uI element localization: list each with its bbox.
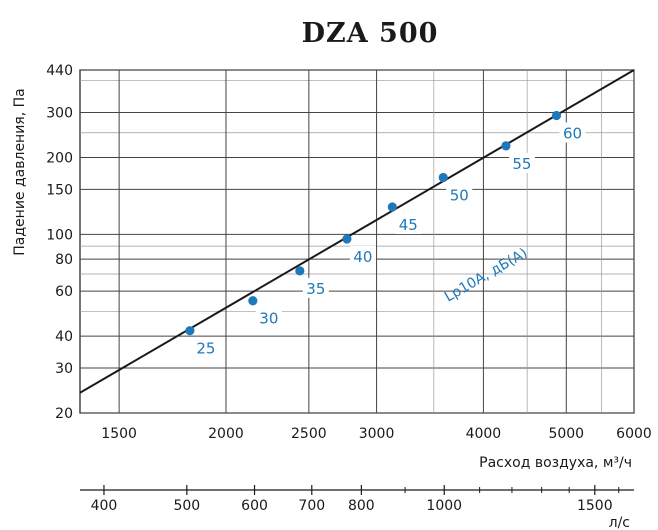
data-point bbox=[185, 326, 195, 336]
data-point bbox=[551, 110, 562, 121]
y-axis-ticks: 20 30 40 60 80 100 150 200 300 440 bbox=[46, 63, 73, 422]
point-label: 55 bbox=[512, 155, 531, 173]
point-label-bg bbox=[508, 152, 535, 173]
y-tick-label: 150 bbox=[46, 182, 73, 198]
data-point bbox=[248, 296, 258, 306]
data-point bbox=[295, 266, 305, 276]
y-tick-label: 80 bbox=[55, 252, 73, 268]
x-tick-label: 6000 bbox=[616, 426, 652, 442]
x-axis-ticks: 1500 2000 2500 3000 4000 5000 6000 bbox=[101, 426, 652, 442]
y-tick-label: 300 bbox=[46, 105, 73, 121]
point-label-bg bbox=[192, 337, 219, 358]
secondary-tick-label: 700 bbox=[298, 498, 325, 514]
point-label-bg bbox=[302, 277, 329, 298]
grid bbox=[79, 69, 635, 414]
x-tick-label: 5000 bbox=[548, 426, 584, 442]
y-axis-label: Падение давления, Па bbox=[12, 88, 28, 255]
point-label: 40 bbox=[353, 248, 372, 266]
point-label-bg bbox=[559, 122, 586, 143]
x-tick-label: 2000 bbox=[208, 426, 244, 442]
x-tick-label: 1500 bbox=[101, 426, 137, 442]
data-point bbox=[342, 234, 352, 244]
point-label-bg bbox=[446, 184, 473, 205]
point-label-bg bbox=[395, 214, 422, 235]
point-label: 60 bbox=[563, 124, 582, 142]
point-label: 30 bbox=[259, 310, 278, 328]
secondary-tick-label: 1000 bbox=[426, 498, 462, 514]
secondary-tick-label: 500 bbox=[173, 498, 200, 514]
data-point bbox=[387, 202, 397, 212]
chart-title: DZA 500 bbox=[302, 18, 439, 49]
y-tick-label: 440 bbox=[46, 63, 73, 79]
point-label: 45 bbox=[399, 216, 418, 234]
secondary-tick-label: 800 bbox=[348, 498, 375, 514]
secondary-x-axis-label: л/с bbox=[609, 515, 630, 530]
data-points: 25 30 35 40 45 50 55 60 bbox=[185, 110, 586, 358]
y-tick-label: 200 bbox=[46, 150, 73, 166]
y-tick-label: 40 bbox=[55, 329, 73, 345]
x-tick-label: 2500 bbox=[291, 426, 327, 442]
x-tick-label: 4000 bbox=[466, 426, 502, 442]
y-tick-label: 20 bbox=[55, 406, 73, 422]
series-annotation: Lp10A, дБ(А) bbox=[442, 245, 530, 305]
series-line bbox=[79, 69, 635, 394]
y-tick-label: 100 bbox=[46, 227, 73, 243]
point-label: 25 bbox=[196, 340, 215, 358]
secondary-tick-label: 1500 bbox=[577, 498, 613, 514]
x-axis-label: Расход воздуха, м³/ч bbox=[479, 455, 632, 471]
point-label: 35 bbox=[306, 280, 325, 298]
pressure-drop-line bbox=[79, 69, 635, 394]
point-label-bg bbox=[349, 245, 376, 266]
secondary-tick-label: 600 bbox=[241, 498, 268, 514]
plot-frame bbox=[79, 69, 635, 414]
data-point bbox=[501, 141, 511, 151]
y-tick-label: 30 bbox=[55, 361, 73, 377]
x-tick-label: 3000 bbox=[359, 426, 395, 442]
secondary-x-axis: 400 500 600 700 800 1000 1500 bbox=[80, 485, 634, 514]
point-label-bg bbox=[255, 307, 282, 328]
point-label: 50 bbox=[450, 187, 469, 205]
secondary-tick-label: 400 bbox=[91, 498, 118, 514]
y-tick-label: 60 bbox=[55, 284, 73, 300]
data-point bbox=[438, 172, 448, 183]
